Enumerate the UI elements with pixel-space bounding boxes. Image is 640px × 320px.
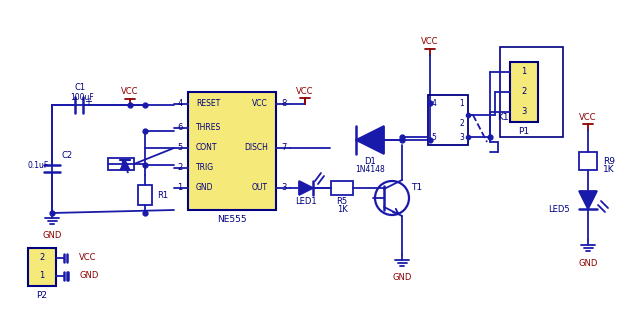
Text: 1: 1: [40, 271, 45, 281]
Text: VCC: VCC: [296, 86, 314, 95]
Text: LED1: LED1: [295, 197, 317, 206]
Text: C2: C2: [62, 150, 73, 159]
Text: 5: 5: [431, 132, 436, 141]
Text: R1: R1: [157, 190, 168, 199]
Text: GND: GND: [196, 183, 214, 193]
Text: 2: 2: [40, 253, 45, 262]
Bar: [500, 47, 563, 137]
Text: 4: 4: [177, 100, 182, 108]
Text: THRES: THRES: [196, 124, 221, 132]
Text: 3: 3: [460, 132, 465, 141]
Text: LED5: LED5: [548, 204, 570, 213]
Bar: [428, 95, 468, 145]
Bar: [510, 62, 538, 122]
Text: VCC: VCC: [579, 113, 596, 122]
Polygon shape: [579, 191, 597, 209]
Text: 7: 7: [282, 143, 287, 153]
Text: GND: GND: [579, 259, 598, 268]
Text: D1: D1: [364, 157, 376, 166]
Text: 3: 3: [282, 183, 287, 193]
Text: TRIG: TRIG: [196, 164, 214, 172]
Text: 1: 1: [460, 99, 465, 108]
Text: VCC: VCC: [79, 253, 97, 262]
Bar: [108, 158, 134, 170]
Text: 2: 2: [522, 87, 527, 97]
Text: NE555: NE555: [217, 214, 247, 223]
Text: P2: P2: [36, 291, 47, 300]
Text: CONT: CONT: [196, 143, 218, 153]
Text: GND: GND: [42, 231, 61, 241]
Text: 2: 2: [460, 118, 465, 127]
Bar: [579, 152, 597, 170]
Text: T1: T1: [412, 183, 422, 193]
Text: VCC: VCC: [421, 37, 439, 46]
Text: 8: 8: [282, 100, 287, 108]
Text: OUT: OUT: [252, 183, 268, 193]
Polygon shape: [120, 160, 130, 170]
Text: GND: GND: [392, 274, 412, 283]
Bar: [28, 248, 56, 286]
Text: 5: 5: [177, 143, 182, 153]
Text: 1: 1: [522, 68, 527, 76]
Text: 3: 3: [522, 108, 527, 116]
Text: 1K: 1K: [603, 165, 614, 174]
Text: 1N4148: 1N4148: [355, 165, 385, 174]
Polygon shape: [299, 181, 313, 195]
Text: 6: 6: [177, 124, 182, 132]
Text: C1: C1: [74, 83, 86, 92]
Bar: [331, 181, 353, 195]
Text: +: +: [84, 97, 92, 107]
Polygon shape: [356, 126, 384, 154]
Text: DISCH: DISCH: [244, 143, 268, 153]
Text: K1: K1: [497, 113, 509, 122]
Text: 4: 4: [431, 99, 436, 108]
Text: 100uF: 100uF: [70, 92, 93, 101]
Text: RESET: RESET: [196, 100, 220, 108]
Text: GND: GND: [79, 271, 99, 281]
Bar: [138, 185, 152, 205]
Text: VCC: VCC: [121, 87, 139, 97]
Text: 1: 1: [177, 183, 182, 193]
Text: R9: R9: [603, 156, 615, 165]
Text: P1: P1: [518, 127, 529, 137]
Text: VCC: VCC: [252, 100, 268, 108]
Text: R5: R5: [337, 197, 348, 206]
Bar: [188, 92, 276, 210]
Text: 0.1uF: 0.1uF: [28, 162, 49, 171]
Text: 2: 2: [177, 164, 182, 172]
Text: 1K: 1K: [337, 205, 348, 214]
